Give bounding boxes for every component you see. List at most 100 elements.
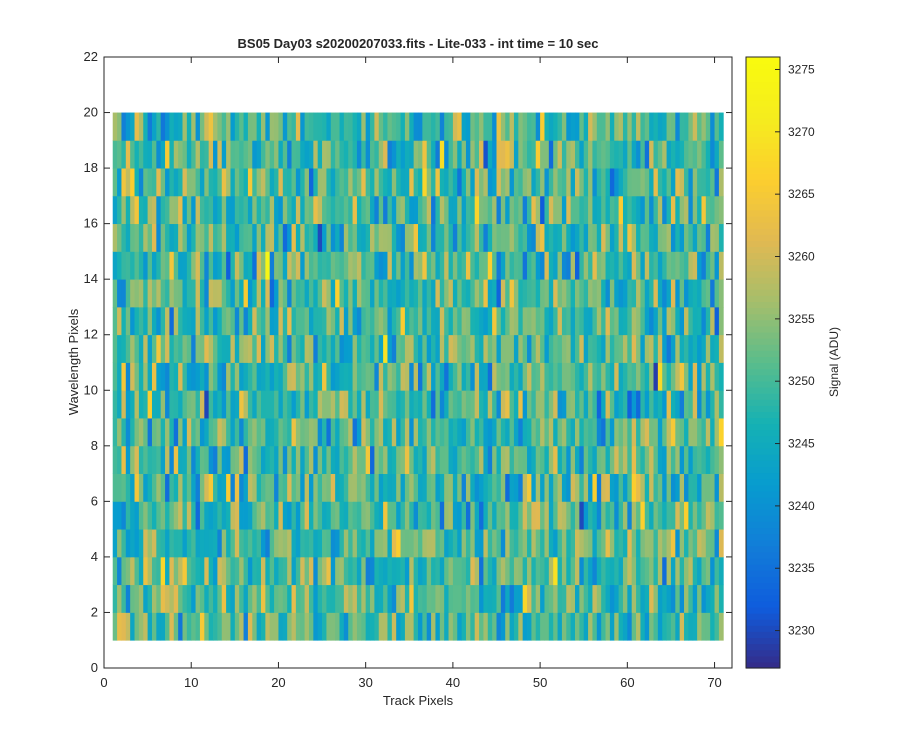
heatmap-cell (601, 362, 606, 391)
heatmap-cell (361, 112, 367, 141)
heatmap-cell (195, 334, 201, 363)
heatmap-cell (413, 306, 419, 336)
heatmap-cell (662, 445, 667, 474)
heatmap-cell (282, 501, 288, 530)
heatmap-cell (452, 501, 458, 530)
heatmap-cell (461, 390, 467, 419)
heatmap-cell (300, 334, 306, 363)
heatmap-cell (370, 251, 375, 280)
heatmap-cell (588, 223, 593, 252)
heatmap-cell (186, 334, 192, 363)
heatmap-cell (435, 306, 441, 336)
heatmap-cell (134, 279, 140, 308)
heatmap-cell (243, 306, 249, 336)
heatmap-cell (413, 501, 419, 530)
heatmap-cell (300, 501, 306, 530)
heatmap-cell (570, 445, 576, 474)
heatmap-cell (618, 112, 624, 141)
heatmap-cell (618, 195, 624, 225)
heatmap-cell (614, 584, 620, 613)
heatmap-cell (413, 279, 419, 308)
heatmap-cell (269, 473, 275, 502)
colorbar-segment (746, 588, 780, 596)
heatmap-cell (330, 445, 336, 474)
heatmap-cell (147, 390, 153, 419)
heatmap-cell (191, 306, 196, 336)
heatmap-cell (553, 584, 558, 613)
heatmap-cell (583, 251, 589, 280)
heatmap-cell (291, 306, 297, 336)
heatmap-cell (400, 223, 406, 252)
heatmap-cell (282, 306, 288, 336)
heatmap-cell (378, 612, 384, 641)
heatmap-cell (191, 390, 196, 419)
heatmap-cell (252, 418, 258, 447)
heatmap-cell (622, 612, 628, 641)
heatmap-cell (274, 195, 279, 225)
heatmap-cell (274, 251, 279, 280)
heatmap-cell (692, 279, 698, 308)
heatmap-cell (631, 556, 637, 586)
heatmap-cell (151, 168, 157, 197)
heatmap-cell (134, 584, 140, 613)
heatmap-cell (356, 584, 362, 613)
heatmap-cell (553, 251, 558, 280)
heatmap-cell (230, 418, 236, 447)
heatmap-cell (173, 612, 179, 641)
heatmap-cell (675, 140, 681, 169)
heatmap-cell (213, 445, 218, 474)
heatmap-cell (213, 334, 218, 363)
heatmap-cell (269, 612, 275, 641)
heatmap-cell (147, 362, 153, 391)
heatmap-cell (322, 112, 327, 141)
heatmap-cell (452, 251, 458, 280)
heatmap-cell (204, 195, 210, 225)
heatmap-cell (697, 223, 702, 252)
heatmap-cell (465, 418, 471, 447)
heatmap-cell (718, 251, 724, 280)
heatmap-cell (614, 168, 620, 197)
heatmap-cell (531, 556, 537, 586)
heatmap-cell (553, 418, 558, 447)
heatmap-cell (226, 529, 231, 558)
heatmap-cell (422, 306, 428, 336)
heatmap-cell (370, 501, 375, 530)
heatmap-cell (636, 473, 641, 502)
heatmap-cell (317, 473, 323, 502)
heatmap-cell (527, 556, 532, 586)
heatmap-cell (199, 362, 205, 391)
heatmap-cell (165, 112, 170, 141)
heatmap-cell (300, 112, 306, 141)
heatmap-cell (391, 445, 397, 474)
heatmap-cell (138, 473, 144, 502)
heatmap-cell (396, 251, 401, 280)
colorbar-segment (746, 405, 780, 412)
colorbar-segment (746, 185, 780, 193)
heatmap-cell (134, 612, 140, 641)
heatmap-cell (705, 612, 711, 641)
heatmap-cell (513, 612, 519, 641)
heatmap-cell (583, 362, 589, 391)
x-tick-label: 70 (707, 675, 721, 690)
heatmap-cell (160, 612, 166, 641)
heatmap-cell (710, 251, 715, 280)
heatmap-cell (295, 306, 301, 336)
heatmap-cell (487, 612, 493, 641)
heatmap-cell (435, 168, 441, 197)
heatmap-cell (143, 306, 149, 336)
heatmap-cell (653, 251, 659, 280)
heatmap-cell (195, 362, 201, 391)
colorbar-segment (746, 81, 780, 89)
heatmap-cell (601, 501, 606, 530)
heatmap-cell (609, 279, 615, 308)
heatmap-cell (675, 529, 681, 558)
heatmap-cell (191, 612, 196, 641)
colorbar-tick-label: 3235 (788, 561, 815, 575)
heatmap-cell (518, 279, 524, 308)
heatmap-cell (622, 195, 628, 225)
heatmap-cell (213, 223, 218, 252)
heatmap-cell (169, 251, 175, 280)
heatmap-cell (461, 112, 467, 141)
colorbar-segment (746, 539, 780, 547)
heatmap-cell (622, 223, 628, 252)
